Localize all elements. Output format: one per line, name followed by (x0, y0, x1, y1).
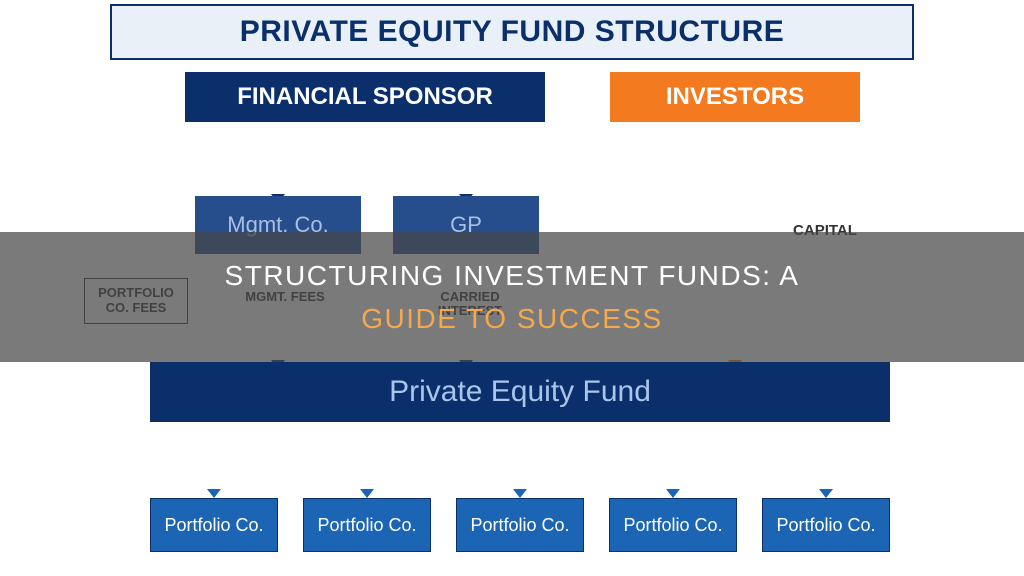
overlay-line1: STRUCTURING INVESTMENT FUNDS: A (225, 254, 800, 297)
node-pc1: Portfolio Co. (150, 498, 278, 552)
arrowhead-icon (360, 489, 374, 498)
connector (519, 444, 521, 491)
arrowhead-icon (513, 489, 527, 498)
connector (825, 444, 827, 491)
connector (277, 146, 279, 196)
node-investors: INVESTORS (610, 72, 860, 122)
connector (366, 444, 368, 491)
arrowhead-icon (666, 489, 680, 498)
connector (364, 122, 366, 146)
node-fund: Private Equity Fund (150, 362, 890, 422)
connector (519, 422, 521, 444)
connector (278, 145, 466, 147)
connector (213, 444, 215, 491)
node-pc3: Portfolio Co. (456, 498, 584, 552)
arrowhead-icon (819, 489, 833, 498)
connector (136, 447, 214, 449)
connector (465, 146, 467, 196)
overlay-banner: STRUCTURING INVESTMENT FUNDS: AGUIDE TO … (0, 232, 1024, 362)
title-box: PRIVATE EQUITY FUND STRUCTURE (110, 4, 914, 60)
overlay-line2: GUIDE TO SUCCESS (361, 297, 662, 340)
node-pc4: Portfolio Co. (609, 498, 737, 552)
arrowhead-icon (207, 489, 221, 498)
node-pc2: Portfolio Co. (303, 498, 431, 552)
connector (672, 444, 674, 491)
node-pc5: Portfolio Co. (762, 498, 890, 552)
node-sponsor: FINANCIAL SPONSOR (185, 72, 545, 122)
diagram-canvas: PRIVATE EQUITY FUND STRUCTURE FINANCIAL S… (0, 0, 1024, 576)
